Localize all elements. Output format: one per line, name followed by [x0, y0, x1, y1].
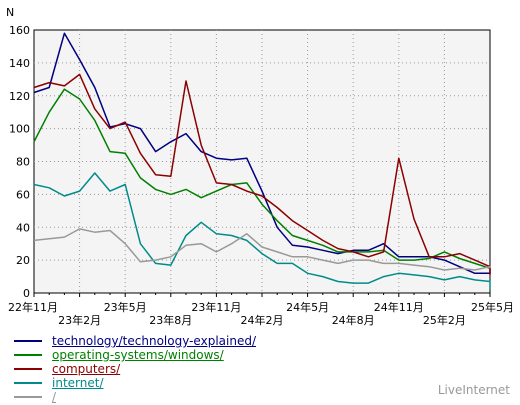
- legend-label[interactable]: internet/: [52, 376, 104, 390]
- y-tick-label: 80: [16, 156, 30, 169]
- y-tick-label: 100: [9, 123, 30, 136]
- legend-item: operating-systems/windows/: [14, 348, 256, 362]
- legend-label[interactable]: computers/: [52, 362, 121, 376]
- y-tick-label: 160: [9, 24, 30, 37]
- legend-swatch: [14, 340, 42, 342]
- series-lines: [33, 32, 491, 290]
- x-tick-label: 23年11月: [191, 300, 241, 314]
- legend-item: /: [14, 390, 256, 404]
- legend-swatch: [14, 354, 42, 356]
- legend: technology/technology-explained/operatin…: [14, 334, 256, 404]
- legend-item: computers/: [14, 362, 256, 376]
- legend-label[interactable]: /: [52, 390, 57, 404]
- x-tick-label: 25年2月: [423, 313, 466, 327]
- x-axis: 22年11月23年2月23年5月23年8月23年11月24年2月24年5月24年…: [8, 293, 514, 327]
- series-line-1: [33, 88, 491, 270]
- legend-swatch: [14, 368, 42, 370]
- series-line-0: [33, 32, 491, 275]
- x-tick-label: 23年5月: [104, 300, 147, 314]
- series-line-4: [33, 228, 491, 271]
- legend-label[interactable]: technology/technology-explained/: [52, 334, 256, 348]
- x-tick-label: 24年5月: [286, 300, 329, 314]
- x-tick-label: 24年8月: [332, 313, 375, 327]
- x-tick-label: 24年11月: [374, 300, 424, 314]
- legend-swatch: [14, 382, 42, 384]
- x-tick-label: 25年5月: [471, 300, 514, 314]
- x-tick-label: 23年8月: [149, 313, 192, 327]
- series-line-2: [33, 73, 491, 275]
- legend-item: internet/: [14, 376, 256, 390]
- legend-swatch: [14, 396, 42, 398]
- y-tick-label: 60: [16, 188, 30, 201]
- y-tick-label: 40: [16, 221, 30, 234]
- x-tick-label: 22年11月: [8, 300, 58, 314]
- y-tick-label: 0: [23, 287, 30, 300]
- x-tick-label: 23年2月: [58, 313, 101, 327]
- series-line-3: [33, 172, 491, 290]
- legend-item: technology/technology-explained/: [14, 334, 256, 348]
- y-axis: 0 20 40 60 80 100 120 140 160: [9, 24, 30, 300]
- y-tick-label: 20: [16, 254, 30, 267]
- y-tick-label: 140: [9, 57, 30, 70]
- brand-label: LiveInternet: [437, 383, 510, 397]
- y-tick-label: 120: [9, 90, 30, 103]
- x-tick-label: 24年2月: [241, 313, 284, 327]
- y-axis-label: N: [6, 6, 14, 19]
- legend-label[interactable]: operating-systems/windows/: [52, 348, 224, 362]
